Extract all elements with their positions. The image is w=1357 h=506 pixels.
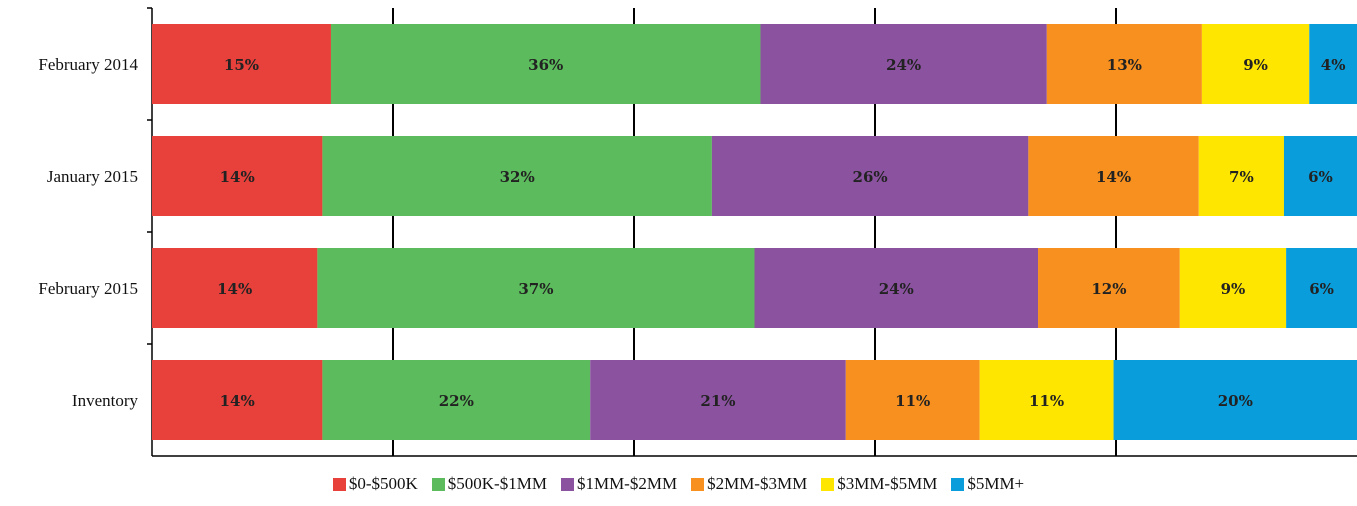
legend-label: $3MM-$5MM: [837, 474, 938, 493]
legend-label: $500K-$1MM: [447, 474, 547, 493]
bar-segment: [152, 136, 323, 216]
legend-swatch: [431, 477, 445, 491]
bar-segment: [1283, 136, 1357, 216]
bar-segment: [317, 248, 755, 328]
bar-segment: [152, 24, 331, 104]
data-label: 6%: [1308, 168, 1333, 186]
legend-swatch: [332, 477, 346, 491]
legend-swatch: [560, 477, 574, 491]
bar-segment: [152, 248, 318, 328]
data-label: 14%: [220, 168, 255, 186]
legend-item: $3MM-$5MM: [821, 474, 937, 494]
legend-label: $5MM+: [967, 474, 1025, 493]
data-label: 14%: [1096, 168, 1131, 186]
data-label: 14%: [220, 392, 255, 410]
data-label: 14%: [217, 280, 252, 298]
data-label: 9%: [1221, 280, 1246, 298]
data-label: 24%: [886, 56, 921, 74]
data-label: 12%: [1091, 280, 1126, 298]
bar-segment: [1201, 24, 1310, 104]
bar-segment: [754, 248, 1039, 328]
bar-segment: [979, 360, 1114, 440]
bar-segment: [1309, 24, 1357, 104]
category-label: February 2014: [38, 55, 138, 74]
bar-segment: [845, 360, 980, 440]
data-label: 20%: [1218, 392, 1253, 410]
legend-item: $500K-$1MM: [431, 474, 547, 494]
category-label: Inventory: [72, 391, 139, 410]
bar-segment: [1179, 248, 1287, 328]
data-label: 26%: [853, 168, 888, 186]
bar-segment: [322, 136, 712, 216]
category-label: February 2015: [38, 279, 138, 298]
bar-segment: [1286, 248, 1357, 328]
bar-segment: [152, 360, 323, 440]
legend-item: $5MM+: [951, 474, 1024, 494]
bar-segment: [1198, 136, 1284, 216]
category-label: January 2015: [47, 167, 138, 186]
data-label: 4%: [1321, 56, 1346, 74]
data-label: 15%: [224, 56, 259, 74]
chart-legend: $0-$500K $500K-$1MM $1MM-$2MM $2MM-$3MM $3MM…: [0, 470, 1357, 498]
bar-segment: [760, 24, 1047, 104]
legend-label: $0-$500K: [348, 474, 418, 493]
data-label: 11%: [1029, 392, 1064, 410]
bar-segment: [330, 24, 761, 104]
stacked-bar-chart: February 2014 15% 36% 24% 13% 9% 4% January 201…: [38, 7, 1357, 457]
legend-swatch: [951, 477, 965, 491]
bar-segment: [711, 136, 1029, 216]
bar-segment: [1113, 360, 1357, 440]
data-label: 9%: [1243, 56, 1268, 74]
bar-segment: [1038, 248, 1180, 328]
legend-label: $2MM-$3MM: [707, 474, 808, 493]
data-label: 37%: [518, 280, 553, 298]
data-label: 6%: [1309, 280, 1334, 298]
bar-segment: [322, 360, 591, 440]
legend-item: $2MM-$3MM: [691, 474, 807, 494]
data-label: 32%: [500, 168, 535, 186]
legend-swatch: [691, 477, 705, 491]
data-label: 11%: [895, 392, 930, 410]
bar-segment: [1028, 136, 1199, 216]
data-label: 13%: [1107, 56, 1142, 74]
data-label: 24%: [879, 280, 914, 298]
legend-item: $1MM-$2MM: [560, 474, 678, 494]
legend-label: $1MM-$2MM: [576, 474, 678, 493]
data-label: 36%: [528, 56, 563, 74]
bar-segment: [590, 360, 846, 440]
bar-segment: [1046, 24, 1202, 104]
data-label: 22%: [439, 392, 474, 410]
data-label: 21%: [700, 392, 735, 410]
legend-swatch: [821, 477, 835, 491]
data-label: 7%: [1229, 168, 1254, 186]
legend-item: $0-$500K: [332, 474, 418, 494]
